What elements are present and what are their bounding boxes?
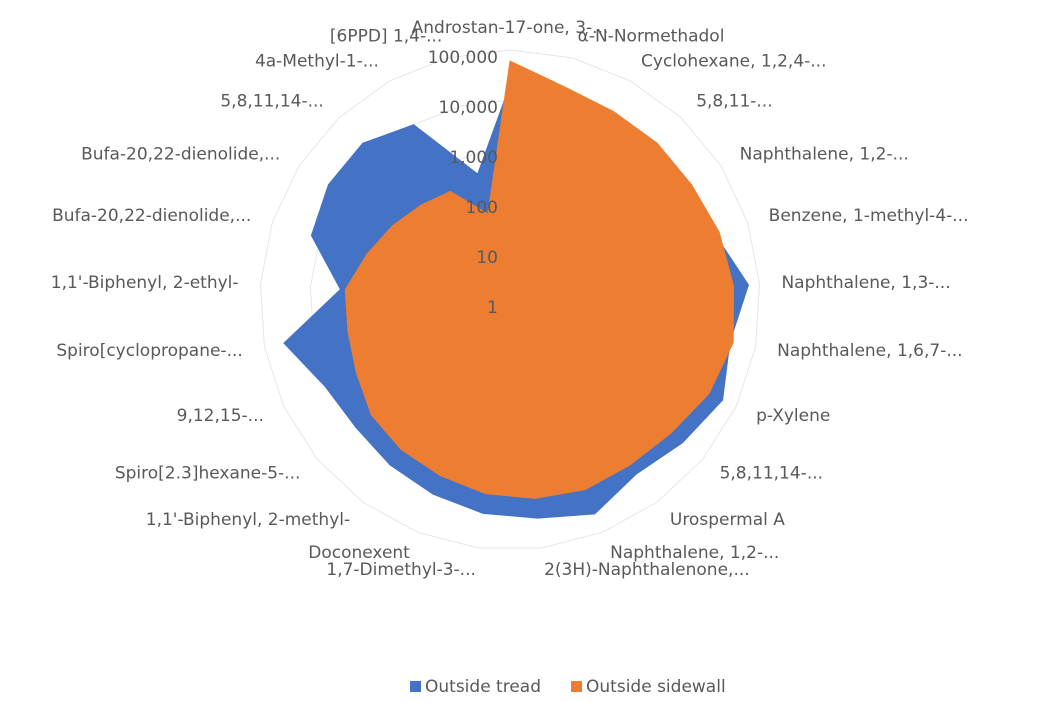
category-label: Spiro[2.3]hexane-5-... <box>115 463 301 483</box>
category-label: 5,8,11,14-... <box>720 463 823 483</box>
y-tick-label: 10 <box>476 248 498 268</box>
category-label: 5,8,11-... <box>696 92 772 112</box>
category-label: α-N-Normethadol <box>578 27 725 47</box>
category-label: Naphthalene, 1,6,7-... <box>777 341 962 361</box>
category-label: Doconexent <box>308 543 410 563</box>
y-tick-label: 10,000 <box>439 98 498 118</box>
category-label: Naphthalene, 1,2-... <box>740 144 909 164</box>
category-label: Naphthalene, 1,2-... <box>610 543 779 563</box>
category-label: Benzene, 1-methyl-4-... <box>769 206 969 226</box>
category-label: [6PPD] 1,4-... <box>330 27 442 47</box>
category-label: 5,8,11,14-... <box>220 92 323 112</box>
y-tick-label: 100 <box>466 198 498 218</box>
category-label: Naphthalene, 1,3-... <box>781 273 950 293</box>
category-label: p-Xylene <box>756 406 830 426</box>
grid-ring <box>259 49 761 549</box>
category-label: 1,1'-Biphenyl, 2-ethyl- <box>51 273 239 293</box>
legend-label: Outside sidewall <box>586 677 726 697</box>
category-label: Bufa-20,22-dienolide,... <box>52 206 251 226</box>
category-label: Spiro[cyclopropane-... <box>56 341 242 361</box>
category-label: Cyclohexane, 1,2,4-... <box>641 52 826 72</box>
legend-swatch <box>410 681 421 692</box>
y-tick-label: 100,000 <box>428 48 498 68</box>
category-label: Androstan-17-one, 3-... <box>412 18 609 38</box>
y-tick-label: 1,000 <box>449 148 498 168</box>
category-label: 4a-Methyl-1-... <box>255 52 379 72</box>
y-tick-label: 1 <box>487 298 498 318</box>
series-area <box>344 60 734 499</box>
category-label: 9,12,15-... <box>177 406 264 426</box>
category-label: 2(3H)-Naphthalenone,... <box>544 560 750 580</box>
category-label: 1,1'-Biphenyl, 2-methyl- <box>146 510 350 530</box>
category-label: 1,7-Dimethyl-3-... <box>326 560 476 580</box>
category-label: Bufa-20,22-dienolide,... <box>81 144 280 164</box>
legend-swatch <box>571 681 583 692</box>
legend-label: Outside tread <box>425 677 541 697</box>
category-label: Urospermal A <box>670 510 785 530</box>
